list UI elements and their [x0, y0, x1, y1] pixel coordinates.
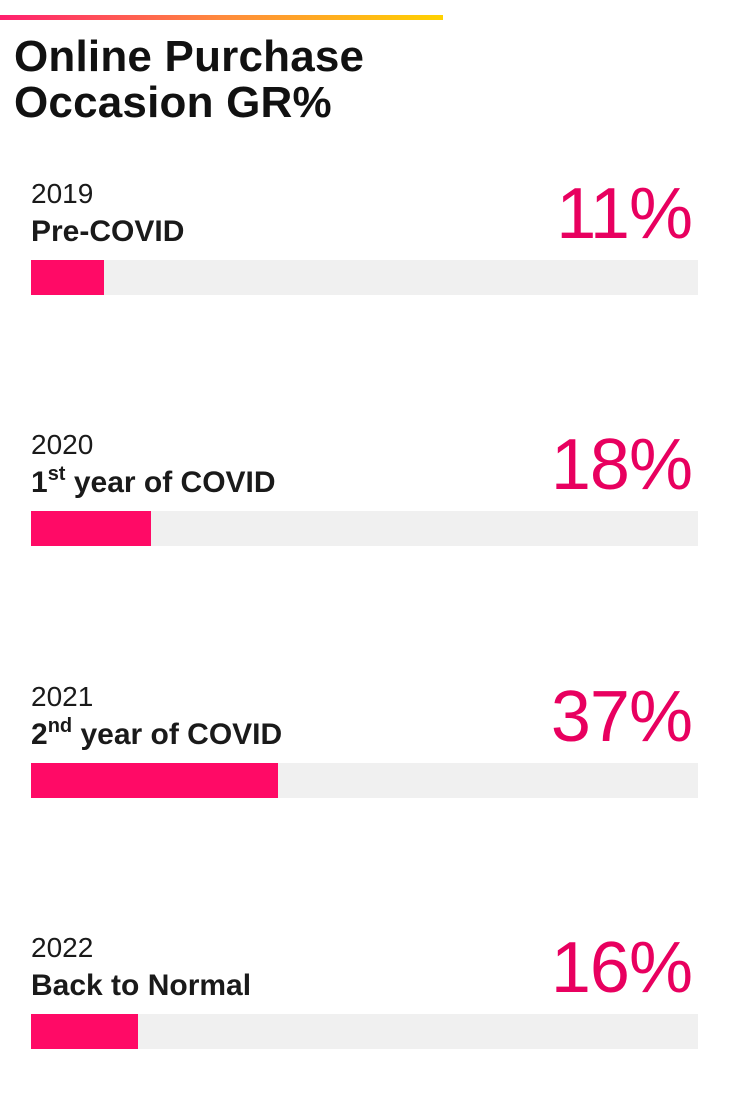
chart-title: Online Purchase Occasion GR% [14, 34, 364, 126]
bar-fill [31, 260, 104, 295]
bar-row-2021: 2021 2nd year of COVID 37% [0, 677, 737, 811]
period-label: 2nd year of COVID [31, 715, 283, 751]
bar-track [31, 260, 698, 295]
bar-fill [31, 763, 278, 798]
bar-track [31, 1014, 698, 1049]
bar-row-2019: 2019 Pre-COVID 11% [0, 174, 737, 308]
period-label: Back to Normal [31, 969, 252, 1002]
bar-fill [31, 511, 151, 546]
period-label: Pre-COVID [31, 215, 185, 248]
chart-title-line-2: Occasion GR% [14, 78, 332, 127]
bar-track [31, 511, 698, 546]
bar-row-2022: 2022 Back to Normal 16% [0, 928, 737, 1062]
accent-gradient-line [0, 15, 443, 20]
chart-title-line-1: Online Purchase [14, 32, 365, 81]
year-label: 2020 [31, 429, 94, 460]
period-label: 1st year of COVID [31, 463, 276, 499]
bar-row-2020: 2020 1st year of COVID 18% [0, 425, 737, 559]
bar-track [31, 763, 698, 798]
value-label: 18% [550, 425, 693, 505]
year-label: 2021 [31, 681, 94, 712]
bar-fill [31, 1014, 138, 1049]
year-label: 2019 [31, 178, 94, 209]
year-label: 2022 [31, 932, 94, 963]
value-label: 11% [556, 174, 693, 254]
value-label: 16% [550, 928, 693, 1008]
value-label: 37% [550, 677, 693, 757]
